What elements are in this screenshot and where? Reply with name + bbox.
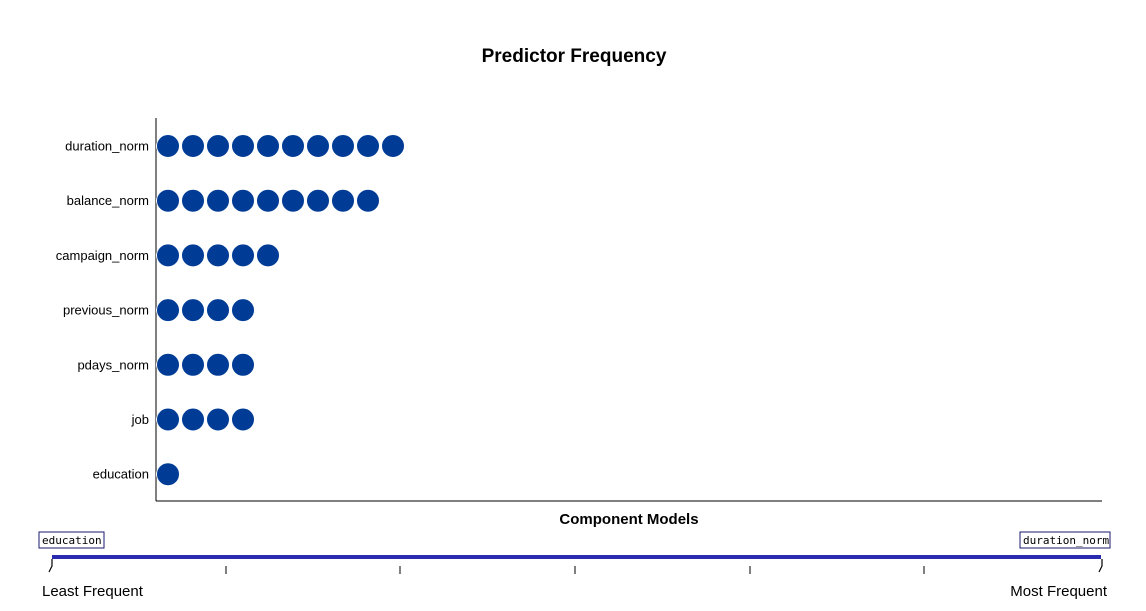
frequency-dot [256,188,280,213]
frequency-dot [156,298,180,323]
legend-ticks [225,566,925,574]
category-label: duration_norm [65,139,149,154]
frequency-dot [156,188,180,213]
frequency-dot [356,134,380,158]
category-label: balance_norm [67,193,149,208]
frequency-dot [231,243,255,268]
frequency-dot [231,352,255,377]
frequency-dot [206,298,230,323]
dot-marks [156,134,405,487]
frequency-dot [331,134,355,158]
least-end-bracket [48,559,53,573]
frequency-dot [256,134,280,158]
least-frequent-tag-box [38,531,105,549]
frequency-dot [181,243,205,268]
frequency-dot [331,188,355,213]
frequency-dot [156,352,180,377]
frequency-dot [206,134,230,158]
frequency-dot [181,352,205,377]
x-axis-label: Component Models [559,511,698,528]
frequency-dot [156,243,180,268]
frequency-dot [231,134,255,158]
most-frequent-tag-box [1019,531,1111,549]
frequency-dot [156,407,180,432]
frequency-dot [231,298,255,323]
chart-title: Predictor Frequency [482,46,667,67]
category-label: education [93,467,149,482]
frequency-dot [281,188,305,213]
frequency-legend: education duration_norm Least Frequent M… [38,531,1111,600]
most-end-bracket [1098,559,1103,573]
frequency-dot [156,134,180,158]
frequency-dot [181,134,205,158]
frequency-dot [206,243,230,268]
category-label: job [131,412,149,427]
category-label: pdays_norm [77,357,149,372]
least-frequent-item: education [42,534,102,547]
frequency-dot [306,188,330,213]
frequency-dot [381,134,405,158]
category-label: campaign_norm [56,248,149,263]
frequency-dot [181,188,205,213]
frequency-dot [356,188,380,213]
frequency-dot [206,352,230,377]
least-frequent-label: Least Frequent [42,583,144,600]
frequency-dot [231,407,255,432]
category-label: previous_norm [63,303,149,318]
frequency-dot [281,134,305,158]
most-frequent-label: Most Frequent [1010,583,1108,600]
frequency-dot [256,243,280,268]
frequency-dot [181,407,205,432]
frequency-dot [206,188,230,213]
category-labels: duration_norm balance_norm campaign_normpr… [56,139,149,482]
frequency-dot [231,188,255,213]
most-frequent-item: duration_norm [1023,534,1109,547]
frequency-dot [306,134,330,158]
frequency-dot [181,298,205,323]
frequency-dot [206,407,230,432]
frequency-dot [156,462,180,487]
